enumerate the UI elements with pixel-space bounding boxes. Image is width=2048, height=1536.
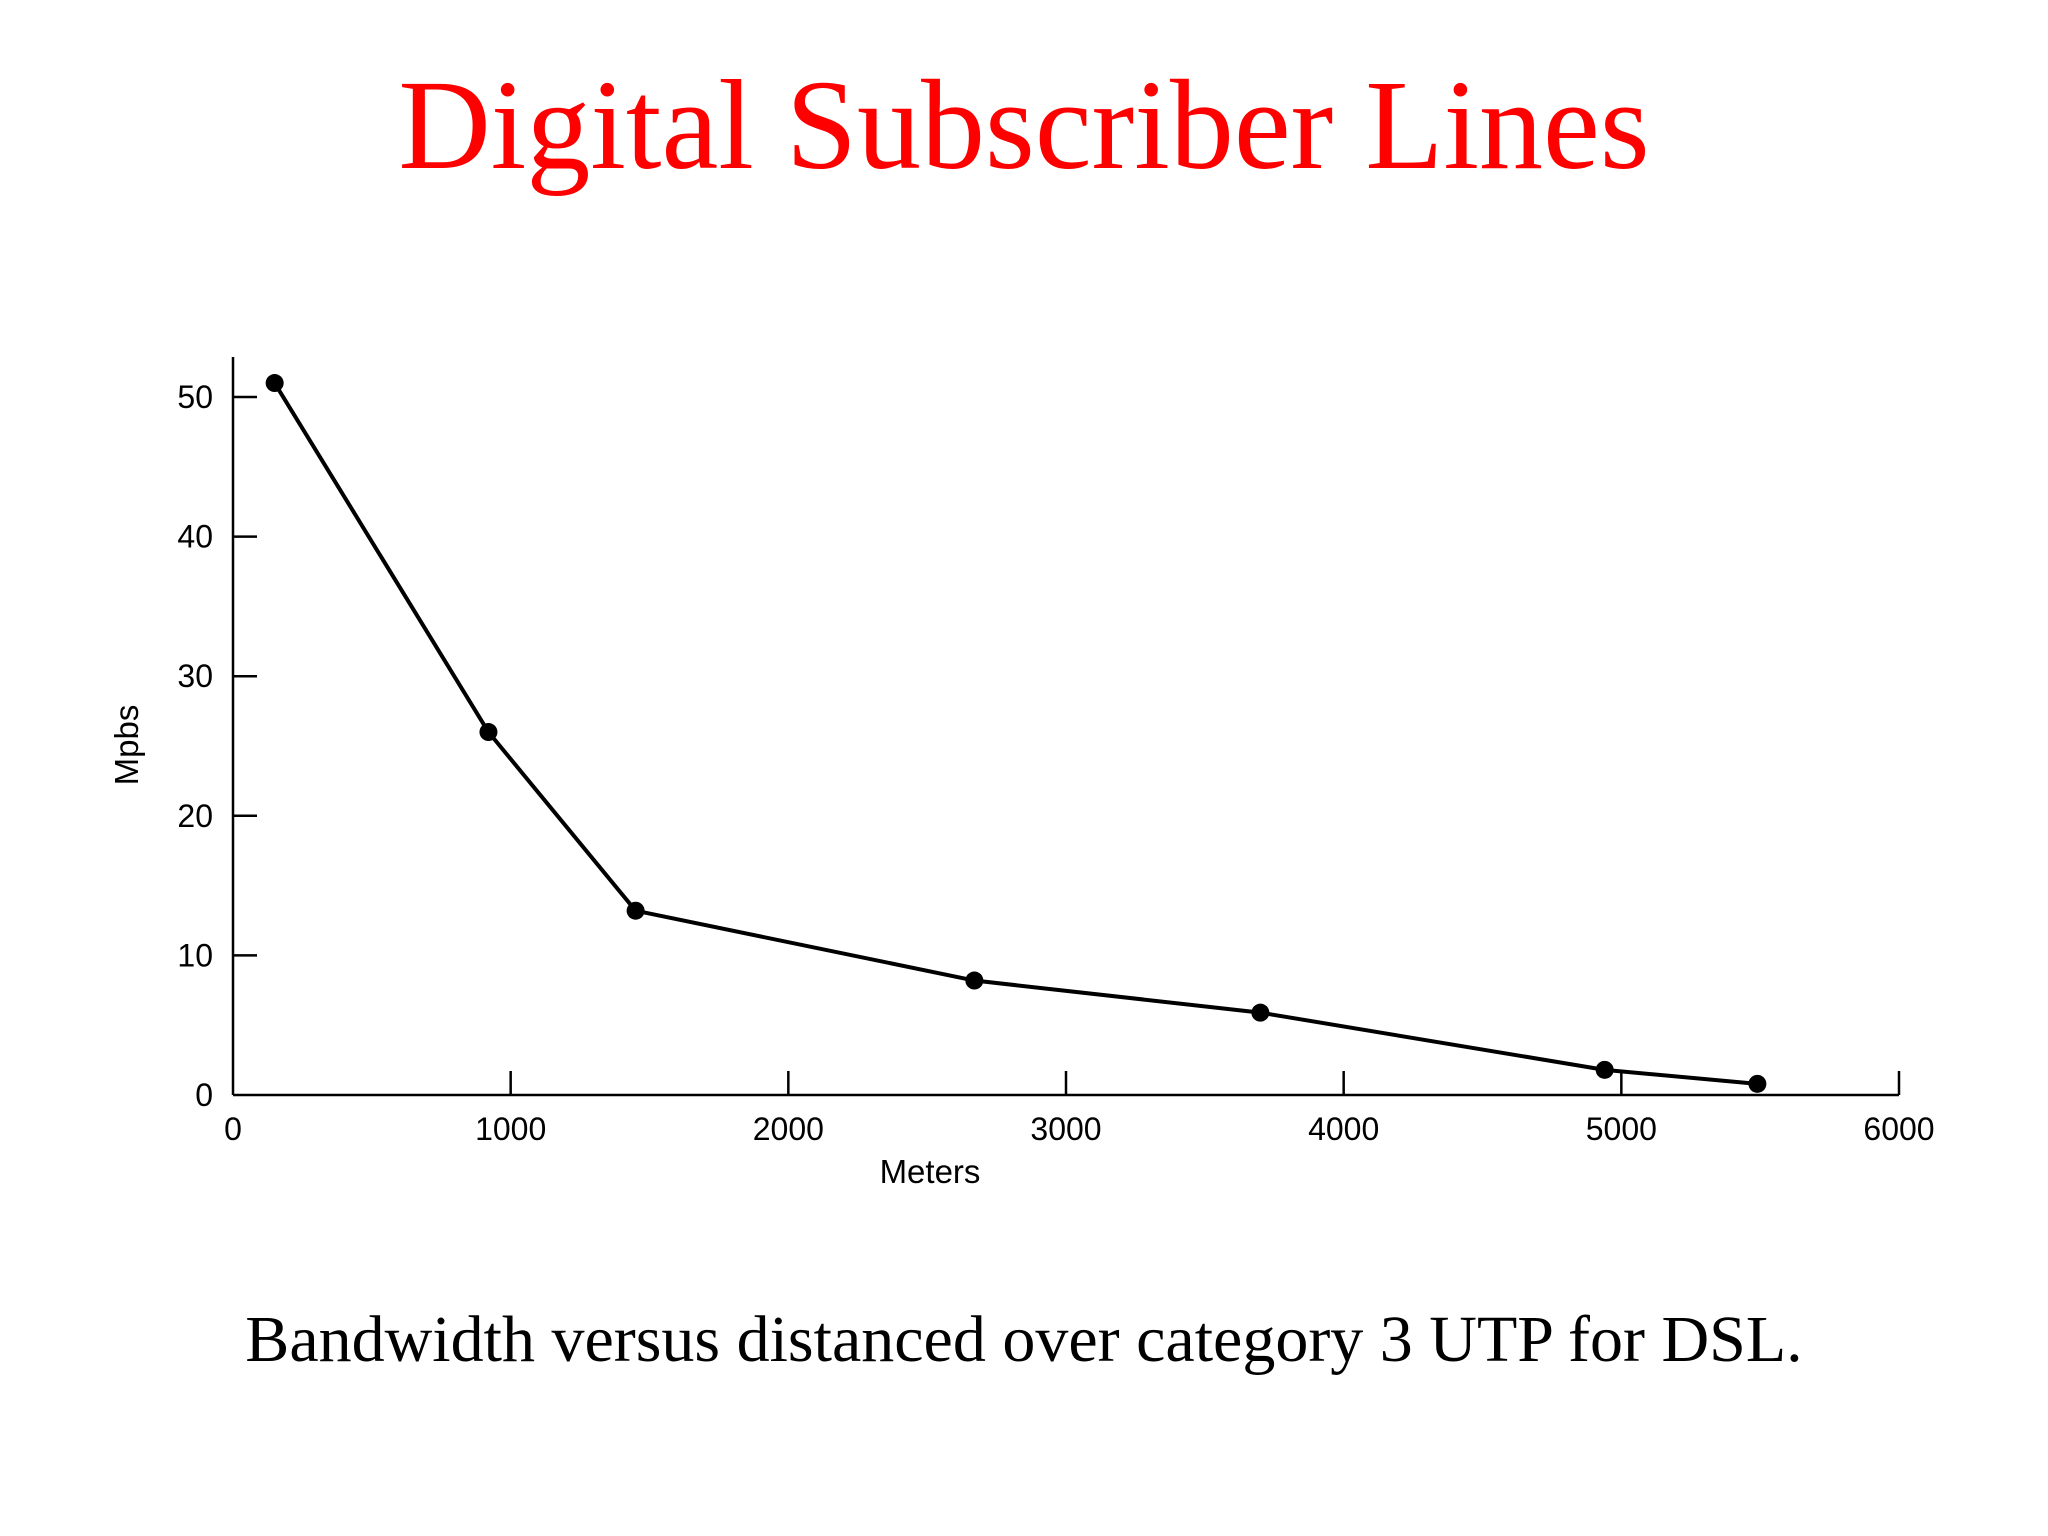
y-tick-label: 50 [177,379,213,415]
y-tick-label: 40 [177,519,213,555]
data-point [965,971,984,990]
slide-caption: Bandwidth versus distanced over category… [245,1303,1803,1376]
x-tick-label: 3000 [1030,1111,1101,1147]
data-point [265,374,284,393]
x-tick-label: 4000 [1308,1111,1379,1147]
x-tick-label: 0 [224,1111,242,1147]
data-point [626,901,645,920]
data-point [1251,1003,1270,1022]
chart-ticks: 0 1000 2000 3000 4000 5000 6000 0 10 20 30 40 50 [177,379,1934,1147]
y-axis-label: Mpbs [108,705,145,786]
chart-series [265,374,1767,1093]
data-point [1748,1074,1767,1093]
y-tick-label: 30 [177,658,213,694]
x-tick-label: 6000 [1863,1111,1934,1147]
x-tick-label: 2000 [753,1111,824,1147]
y-tick-label: 0 [195,1077,213,1113]
data-point [1595,1060,1614,1079]
data-point [479,723,498,742]
y-tick-label: 20 [177,798,213,834]
y-tick-label: 10 [177,937,213,973]
x-tick-label: 5000 [1586,1111,1657,1147]
x-axis-label: Meters [880,1153,981,1190]
x-tick-label: 1000 [475,1111,546,1147]
slide-title: Digital Subscriber Lines [398,54,1650,196]
